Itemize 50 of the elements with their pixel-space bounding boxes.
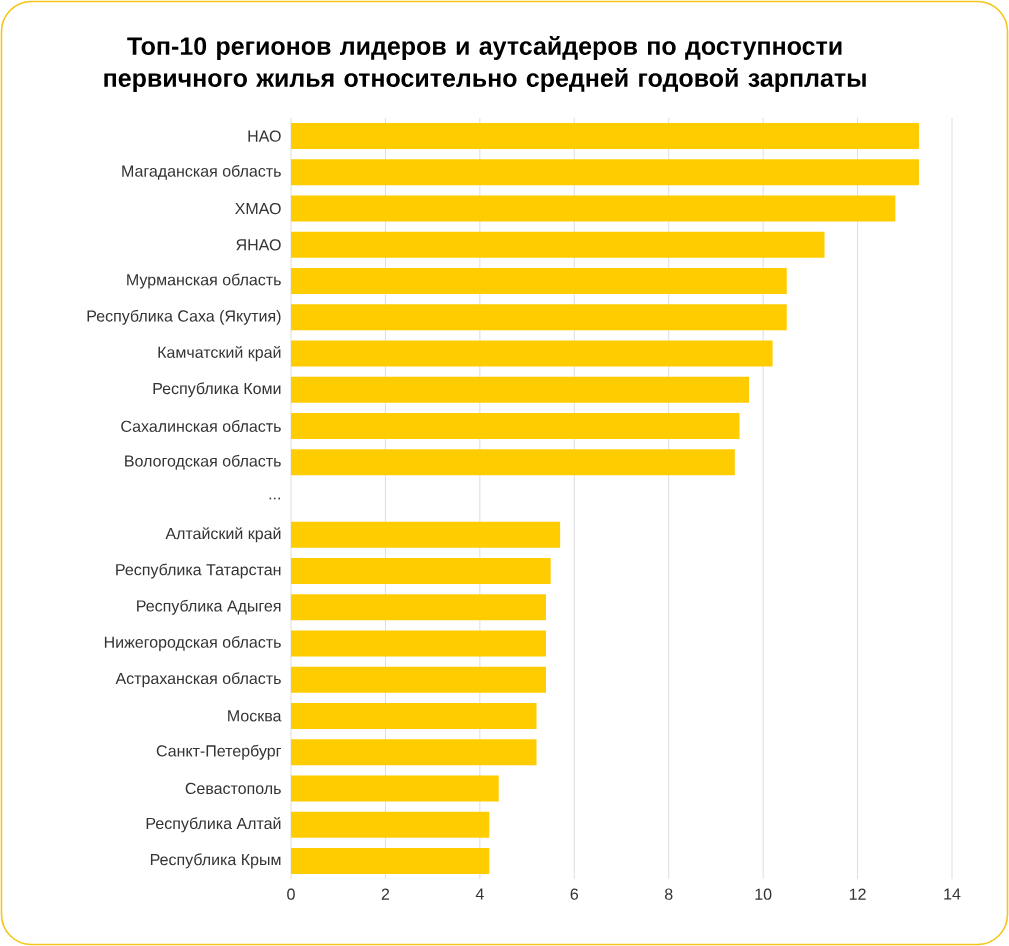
y-tick-label: НАО — [248, 130, 281, 142]
bar — [291, 340, 773, 367]
y-tick-label: Санкт-Петербург — [156, 744, 281, 760]
bar — [291, 159, 919, 186]
bar — [291, 775, 499, 802]
y-tick-label: Мурманская область — [127, 273, 281, 289]
y-tick-label: Республика Саха (Якутия) — [87, 309, 281, 325]
y-tick-label: Республика Адыгея — [137, 599, 281, 615]
bar — [291, 195, 896, 222]
bar — [291, 739, 537, 766]
x-tick-label: 4 — [475, 888, 484, 900]
chart-title: Топ-10 регионов лидеров и аутсайдеров по доступности первичного жилья относительно средней годовой зарплаты — [104, 36, 866, 92]
x-tick-label: 12 — [849, 888, 866, 900]
y-tick-label: Республика Коми — [153, 382, 281, 398]
x-tick-label: 10 — [755, 888, 772, 900]
y-tick-label: Сахалинская область — [121, 420, 281, 432]
bar — [291, 521, 561, 548]
y-tick-label: Севастополь — [185, 782, 281, 795]
x-tick-label: 0 — [287, 888, 295, 900]
y-tick-label: Республика Крым — [150, 853, 281, 869]
x-tick-label: 8 — [664, 888, 673, 900]
x-tick-label: 6 — [570, 888, 579, 900]
bar — [291, 123, 919, 150]
bar — [291, 594, 546, 621]
bar — [291, 630, 546, 657]
bar — [291, 557, 551, 584]
bar — [291, 702, 537, 729]
bar — [291, 666, 546, 693]
y-tick-label: ХМАО — [235, 202, 281, 215]
y-tick-label: Магаданская область — [122, 164, 281, 180]
x-tick-label: 14 — [944, 888, 961, 900]
y-tick-label: Нижегородская область — [104, 635, 281, 651]
y-tick-label: ЯНАО — [236, 239, 281, 251]
y-tick-label: Вологодская область — [125, 454, 281, 470]
bar — [291, 268, 787, 295]
y-tick-label: Республика Алтай — [146, 817, 281, 833]
y-tick-label: ... — [269, 497, 281, 500]
y-tick-label: Астраханская область — [115, 672, 281, 688]
y-tick-label: Республика Татарстан — [116, 563, 281, 579]
bar — [291, 413, 740, 440]
x-tick-label: 2 — [381, 888, 390, 900]
bar — [291, 449, 735, 476]
y-tick-label: Алтайский край — [165, 527, 281, 543]
bar — [291, 231, 825, 258]
bar — [291, 811, 490, 838]
y-tick-label: Камчатский край — [158, 345, 281, 362]
y-tick-label: Москва — [228, 710, 282, 722]
bar — [291, 304, 787, 331]
bar — [291, 847, 490, 874]
bar — [291, 376, 749, 403]
